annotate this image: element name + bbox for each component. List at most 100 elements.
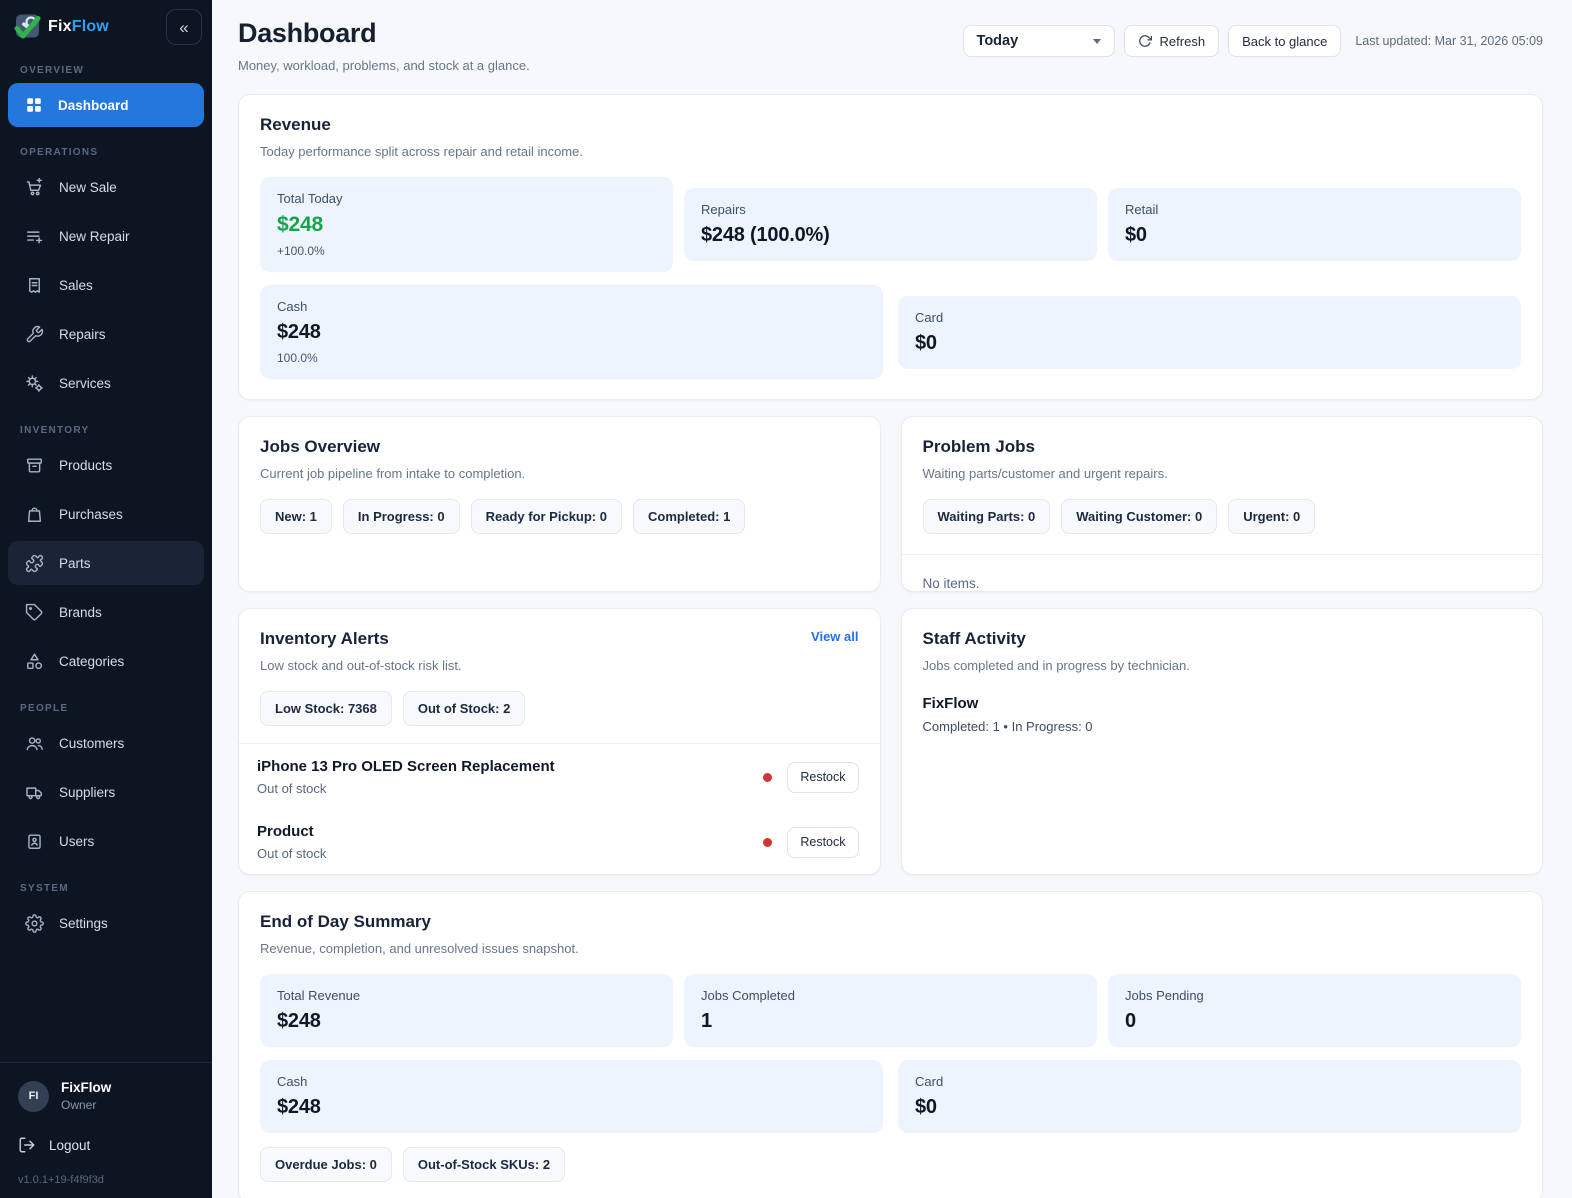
sidebar-item-purchases[interactable]: Purchases [8, 492, 204, 536]
sidebar-header: FixFlow « [0, 0, 212, 45]
id-badge-icon [25, 832, 44, 851]
sidebar-item-products[interactable]: Products [8, 443, 204, 487]
stat-label: Jobs Pending [1125, 988, 1204, 1003]
sidebar-item-customers[interactable]: Customers [8, 721, 204, 765]
sidebar-item-label: Purchases [59, 506, 123, 522]
sidebar-item-label: Customers [59, 735, 125, 751]
logout-button[interactable]: Logout [18, 1136, 194, 1154]
logout-label: Logout [49, 1137, 91, 1153]
tag-icon [25, 603, 44, 622]
sidebar-item-services[interactable]: Services [8, 361, 204, 405]
sidebar-item-categories[interactable]: Categories [8, 639, 204, 683]
revenue-subtitle: Today performance split across repair an… [260, 144, 583, 159]
sidebar-item-new-repair[interactable]: New Repair [8, 214, 204, 258]
inventory-alerts-card: Inventory Alerts View all Low stock and … [238, 608, 881, 875]
sidebar-item-repairs[interactable]: Repairs [8, 312, 204, 356]
stat-label: Cash [277, 299, 308, 314]
sidebar-item-suppliers[interactable]: Suppliers [8, 770, 204, 814]
alert-item-status: Out of stock [257, 781, 327, 796]
chevron-double-left-icon: « [179, 17, 189, 37]
stat-share: 100.0% [277, 351, 318, 365]
sidebar-nav: OVERVIEW Dashboard OPERATIONS New Sale N… [0, 45, 212, 1062]
nav-section-inventory: INVENTORY [20, 425, 90, 436]
refresh-button[interactable]: Refresh [1123, 25, 1220, 57]
stat-label: Cash [277, 1074, 308, 1089]
stat-tile-jobs-pending: Jobs Pending 0 [1108, 974, 1521, 1047]
staff-stats: Completed: 1 • In Progress: 0 [922, 719, 1093, 734]
stat-delta: +100.0% [277, 244, 325, 258]
period-select[interactable]: Today [962, 25, 1115, 57]
inventory-alerts-chips: Low Stock: 7368 Out of Stock: 2 [260, 691, 859, 726]
problem-jobs-title: Problem Jobs [922, 437, 1035, 456]
sidebar-item-label: Dashboard [58, 97, 129, 113]
stat-tile-total-revenue: Total Revenue $248 [260, 974, 673, 1047]
divider [239, 743, 880, 744]
stat-value: 0 [1125, 1010, 1136, 1032]
sidebar-item-dashboard[interactable]: Dashboard [8, 83, 204, 127]
back-to-glance-button[interactable]: Back to glance [1228, 25, 1342, 57]
sidebar-item-sales[interactable]: Sales [8, 263, 204, 307]
divider [901, 554, 1542, 555]
jobs-overview-subtitle: Current job pipeline from intake to comp… [260, 466, 526, 481]
archive-box-icon [25, 456, 44, 475]
sidebar-collapse-button[interactable]: « [166, 9, 202, 45]
avatar: FI [18, 1080, 49, 1112]
page-title: Dashboard [238, 18, 377, 48]
stat-tile-cash: Cash $248 100.0% [260, 285, 883, 379]
user-profile: FI FixFlow Owner [18, 1080, 194, 1112]
last-updated-text: Last updated: Mar 31, 2026 05:09 [1355, 34, 1543, 48]
restock-button[interactable]: Restock [787, 826, 859, 858]
chevron-down-icon [1092, 38, 1101, 44]
status-badge: In Progress: 0 [342, 499, 460, 534]
alert-item-name: iPhone 13 Pro OLED Screen Replacement [257, 758, 555, 775]
sidebar-footer: FI FixFlow Owner Logout v1.0.1+19-f4f9f3… [0, 1062, 212, 1198]
restock-button[interactable]: Restock [787, 761, 859, 793]
app-logo: FixFlow [12, 12, 109, 42]
sidebar-item-label: Users [59, 833, 95, 849]
logout-icon [18, 1136, 36, 1154]
status-badge: Urgent: 0 [1228, 499, 1316, 534]
stat-tile-eod-card: Card $0 [898, 1060, 1521, 1133]
sidebar-item-label: Brands [59, 604, 102, 620]
inventory-alert-row: Product Out of stock Restock [239, 809, 880, 874]
stat-tile-jobs-completed: Jobs Completed 1 [684, 974, 1097, 1047]
header-controls: Today Refresh Back to glance Last update… [962, 25, 1543, 57]
stat-label: Card [915, 309, 944, 325]
status-badge: Completed: 1 [632, 499, 746, 534]
sidebar-item-brands[interactable]: Brands [8, 590, 204, 634]
sidebar-item-settings[interactable]: Settings [8, 901, 204, 945]
jobs-overview-title: Jobs Overview [260, 437, 381, 456]
stat-value: $248 [277, 1096, 321, 1118]
sidebar-item-users[interactable]: Users [8, 819, 204, 863]
sidebar-item-parts[interactable]: Parts [8, 541, 204, 585]
receipt-icon [25, 276, 44, 295]
sidebar-item-label: Settings [59, 915, 108, 931]
status-badge: Ready for Pickup: 0 [470, 499, 622, 534]
staff-activity-card: Staff Activity Jobs completed and in pro… [900, 608, 1543, 875]
alert-item-name: Product [257, 823, 314, 840]
problem-jobs-empty-text: No items. [922, 576, 980, 591]
refresh-label: Refresh [1159, 33, 1206, 49]
problem-jobs-chips: Waiting Parts: 0 Waiting Customer: 0 Urg… [922, 499, 1522, 534]
sidebar-item-label: Repairs [59, 326, 106, 342]
nav-section-system: SYSTEM [20, 883, 69, 894]
view-all-link[interactable]: View all [811, 629, 859, 644]
stat-value: 1 [701, 1010, 712, 1032]
nav-section-people: PEOPLE [20, 703, 69, 714]
stat-value: $248 [277, 321, 321, 343]
stat-value: $0 [1125, 224, 1147, 246]
status-badge: New: 1 [260, 499, 332, 534]
stat-tile-total-today: Total Today $248 +100.0% [260, 177, 673, 272]
sidebar-item-new-sale[interactable]: New Sale [8, 165, 204, 209]
revenue-card: Revenue Today performance split across r… [238, 94, 1543, 400]
jobs-overview-chips: New: 1 In Progress: 0 Ready for Pickup: … [260, 499, 859, 534]
app-version: v1.0.1+19-f4f9f3d [18, 1174, 104, 1186]
end-of-day-chips: Overdue Jobs: 0 Out-of-Stock SKUs: 2 [260, 1147, 1521, 1182]
stat-tile-repairs: Repairs $248 (100.0%) [684, 188, 1097, 261]
status-badge: Waiting Parts: 0 [922, 499, 1051, 534]
page-header: Dashboard Money, workload, problems, and… [238, 18, 1543, 73]
end-of-day-title: End of Day Summary [260, 912, 431, 931]
nav-section-overview: OVERVIEW [20, 65, 85, 76]
sidebar-item-label: New Repair [59, 228, 130, 244]
cart-plus-icon [25, 177, 44, 197]
